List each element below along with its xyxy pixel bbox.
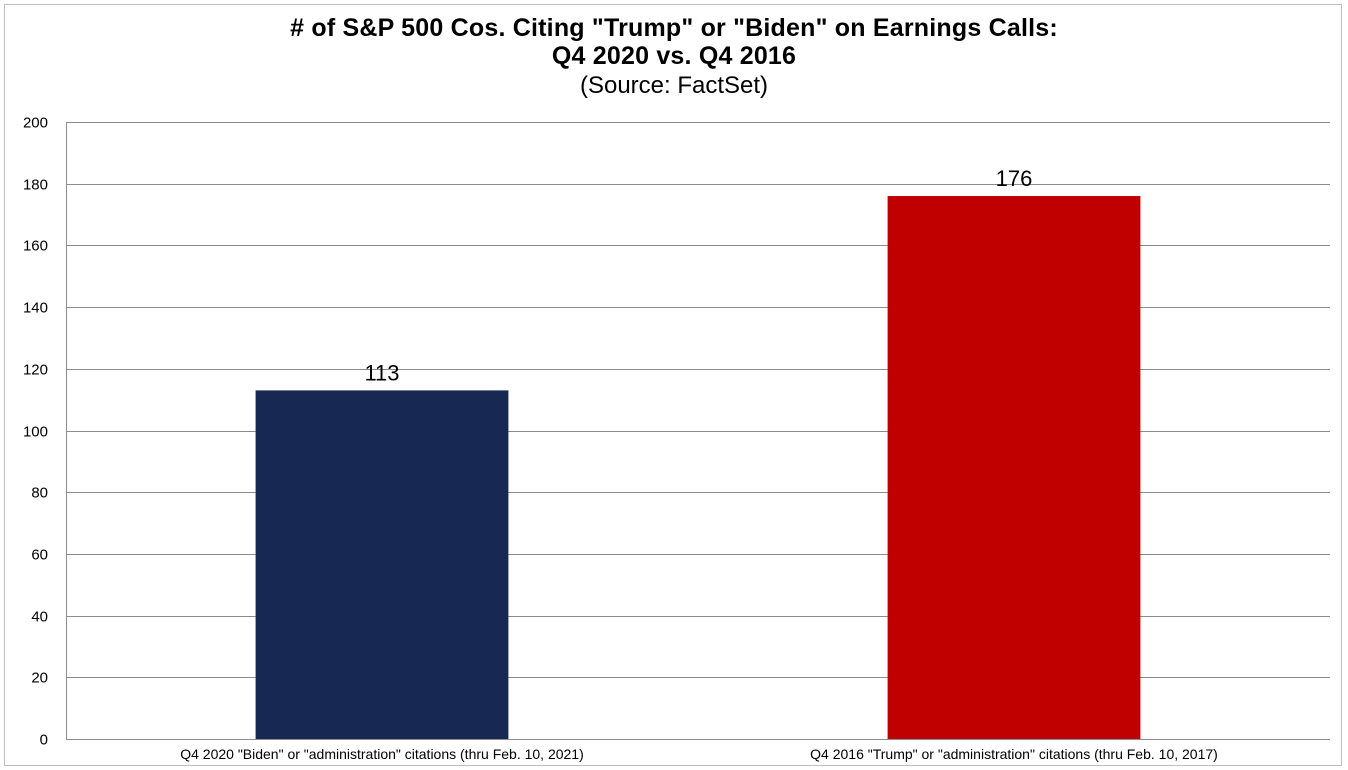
y-tick-label: 140: [23, 300, 48, 317]
y-tick-label: 20: [31, 670, 48, 687]
bars: [255, 196, 1141, 740]
chart-title: # of S&P 500 Cos. Citing "Trump" or "Bid…: [290, 14, 1058, 42]
y-tick-label: 120: [23, 362, 48, 379]
chart-header: # of S&P 500 Cos. Citing "Trump" or "Bid…: [0, 14, 1348, 100]
bar: [255, 390, 509, 739]
bar: [887, 196, 1141, 740]
chart-subtitle: (Source: FactSet): [579, 72, 769, 99]
y-tick-label: 100: [23, 424, 48, 441]
y-tick-label: 40: [31, 609, 48, 626]
chart-title-line2: Q4 2020 vs. Q4 2016: [551, 42, 797, 70]
y-tick-label: 160: [23, 238, 48, 255]
x-category-label: Q4 2020 "Biden" or "administration" cita…: [180, 746, 584, 762]
y-tick-label: 180: [23, 177, 48, 194]
y-tick-label: 80: [31, 485, 48, 502]
y-axis-ticks: 0 20 40 60 80 100 120 140 160 180 200: [23, 115, 48, 749]
x-category-label: Q4 2016 "Trump" or "administration" cita…: [810, 746, 1218, 762]
x-axis-categories: Q4 2020 "Biden" or "administration" cita…: [180, 746, 1218, 762]
data-label: 113: [364, 360, 399, 385]
data-label: 176: [996, 166, 1033, 191]
y-tick-label: 0: [40, 732, 48, 749]
y-tick-label: 200: [23, 115, 48, 132]
data-labels: 113 176: [364, 166, 1032, 385]
y-tick-label: 60: [31, 547, 48, 564]
